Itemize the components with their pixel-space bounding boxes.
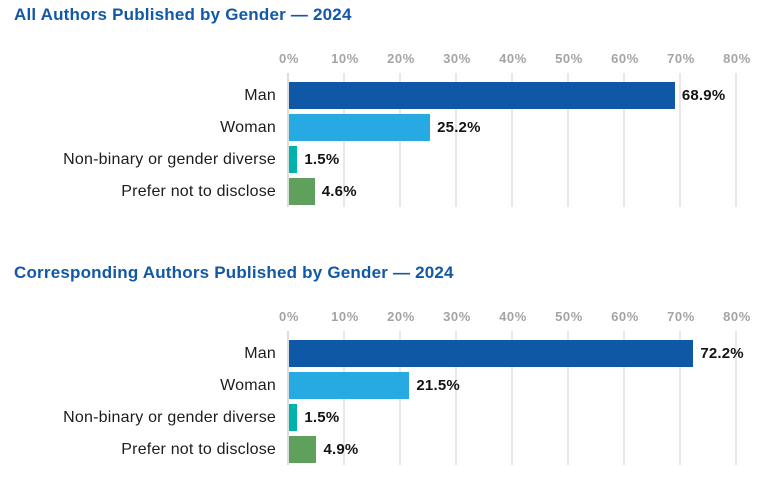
- chart-title: All Authors Published by Gender — 2024: [14, 5, 352, 24]
- value-label: 4.6%: [321, 183, 357, 200]
- y-axis-line: [287, 73, 289, 207]
- bar-row: Woman 25.2%: [0, 114, 773, 141]
- bar-row: Man 72.2%: [0, 340, 773, 367]
- bar-woman: [289, 372, 410, 399]
- chart-title: Corresponding Authors Published by Gende…: [14, 263, 454, 282]
- value-label: 1.5%: [304, 151, 340, 168]
- x-axis-tick: 50%: [555, 309, 583, 324]
- x-axis-tick: 80%: [723, 309, 751, 324]
- x-axis-tick: 40%: [499, 309, 527, 324]
- bar-non-binary: [289, 404, 298, 431]
- bar-chart-all-authors: All Authors Published by Gender — 2024 0…: [0, 5, 773, 207]
- bar-chart-corresponding-authors: Corresponding Authors Published by Gende…: [0, 258, 773, 479]
- bar-woman: [289, 114, 431, 141]
- x-axis-tick: 30%: [443, 309, 471, 324]
- bar-row: Man 68.9%: [0, 82, 773, 109]
- value-label: 1.5%: [304, 409, 340, 426]
- category-label: Woman: [220, 377, 276, 394]
- x-axis-tick: 40%: [499, 51, 527, 66]
- bar-prefer-not-disclose: [289, 436, 317, 463]
- bar-prefer-not-disclose: [289, 178, 315, 205]
- x-axis-tick: 80%: [723, 51, 751, 66]
- x-axis-tick: 60%: [611, 309, 639, 324]
- category-label: Non-binary or gender diverse: [63, 151, 276, 168]
- category-label: Man: [244, 345, 276, 362]
- bar-row: Woman 21.5%: [0, 372, 773, 399]
- bar-row: Prefer not to disclose 4.6%: [0, 178, 773, 205]
- category-label: Woman: [220, 119, 276, 136]
- bar-man: [289, 340, 694, 367]
- x-axis-tick: 70%: [667, 51, 695, 66]
- bar-man: [289, 82, 675, 109]
- x-axis-tick: 20%: [387, 51, 415, 66]
- category-label: Non-binary or gender diverse: [63, 409, 276, 426]
- value-label: 25.2%: [437, 119, 481, 136]
- value-label: 21.5%: [416, 377, 460, 394]
- category-label: Prefer not to disclose: [121, 441, 276, 458]
- value-label: 68.9%: [681, 87, 726, 104]
- x-axis-tick: 50%: [555, 51, 583, 66]
- value-label: 4.9%: [323, 441, 359, 458]
- x-axis-tick: 60%: [611, 51, 639, 66]
- x-axis-tick: 10%: [331, 309, 359, 324]
- y-axis-line: [287, 331, 289, 465]
- value-label: 72.2%: [700, 345, 744, 362]
- x-axis-tick: 70%: [667, 309, 695, 324]
- bar-row: Non-binary or gender diverse 1.5%: [0, 404, 773, 431]
- bar-row: Prefer not to disclose 4.9%: [0, 436, 773, 463]
- x-axis-tick: 30%: [443, 51, 471, 66]
- category-label: Prefer not to disclose: [121, 183, 276, 200]
- x-axis-tick: 0%: [279, 51, 299, 66]
- x-axis-tick: 0%: [279, 309, 299, 324]
- x-axis-tick: 20%: [387, 309, 415, 324]
- bar-non-binary: [289, 146, 298, 173]
- category-label: Man: [244, 87, 276, 104]
- x-axis: 0% 10% 20% 30% 40% 50% 60% 70% 80%: [279, 51, 750, 67]
- x-axis: 0% 10% 20% 30% 40% 50% 60% 70% 80%: [279, 309, 750, 325]
- x-axis-tick: 10%: [331, 51, 359, 66]
- bar-row: Non-binary or gender diverse 1.5%: [0, 146, 773, 173]
